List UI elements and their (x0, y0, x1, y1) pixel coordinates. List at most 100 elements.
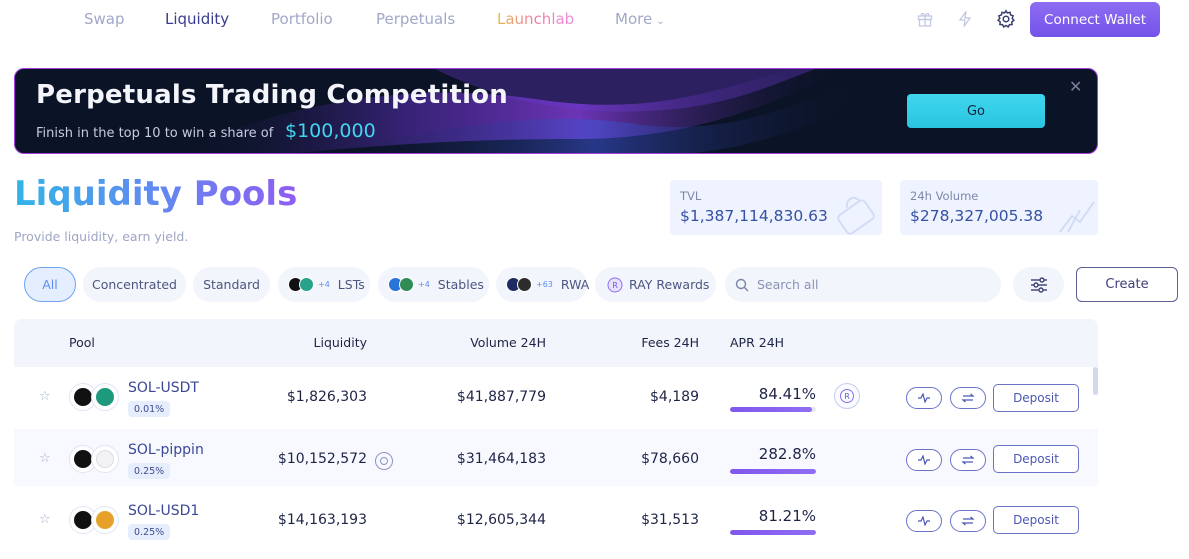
nav-launchlab[interactable]: Launchlab (497, 10, 575, 28)
more-count: +4 (318, 280, 330, 289)
deposit-button[interactable]: Deposit (993, 384, 1079, 412)
top-nav: Swap Liquidity Portfolio Perpetuals Laun… (0, 0, 1189, 40)
chart-button[interactable] (906, 510, 942, 532)
tvl-value: $1,387,114,830.63 (680, 207, 828, 225)
swap-arrows-icon (961, 516, 975, 526)
chart-button[interactable] (906, 387, 942, 409)
banner-background (169, 69, 875, 153)
competition-banner: Perpetuals Trading Competition Finish in… (14, 68, 1098, 154)
volume-value: $41,887,779 (456, 389, 546, 405)
swap-arrows-icon (961, 455, 975, 465)
page-subtitle: Provide liquidity, earn yield. (14, 229, 189, 244)
gift-icon[interactable] (914, 8, 936, 30)
filter-stables[interactable]: +4 Stables (378, 267, 489, 302)
token-b-icon (91, 506, 119, 534)
fees-value: $4,189 (650, 389, 699, 405)
more-count: +63 (536, 280, 553, 289)
usdt-token-icon (399, 277, 414, 292)
filter-ray-rewards[interactable]: R RAY Rewards (595, 267, 716, 302)
liquidity-value: $1,826,303 (286, 389, 367, 405)
star-icon[interactable]: ☆ (39, 451, 51, 466)
liquidity-value: $10,152,572 (277, 451, 367, 467)
fee-tier-badge: 0.25% (128, 524, 171, 540)
connect-wallet-button[interactable]: Connect Wallet (1030, 2, 1160, 37)
more-count: +4 (418, 280, 430, 289)
pool-name[interactable]: SOL-USDT (128, 380, 199, 396)
chart-decoration-icon (1059, 201, 1095, 233)
col-liquidity[interactable]: Liquidity (313, 335, 367, 350)
lst-token-icon (299, 277, 314, 292)
fees-value: $31,513 (641, 512, 699, 528)
rwa-token-icon-b (517, 277, 532, 292)
table-row[interactable]: ☆ SOL-pippin 0.25% $10,152,572 $31,464,1… (14, 429, 1098, 486)
star-icon[interactable]: ☆ (39, 389, 51, 404)
nav-swap[interactable]: Swap (84, 10, 125, 28)
volume-value: $12,605,344 (456, 512, 546, 528)
nav-liquidity[interactable]: Liquidity (165, 10, 230, 28)
apr-bar-fill (730, 469, 816, 474)
nav-more-label: More (615, 10, 653, 28)
filter-lsts[interactable]: +4 LSTs (278, 267, 370, 302)
star-icon[interactable]: ☆ (39, 512, 51, 527)
create-button[interactable]: Create (1076, 267, 1178, 302)
table-row[interactable]: ☆ SOL-USDT 0.01% $1,826,303 $41,887,779 … (14, 367, 1098, 424)
sliders-icon (1029, 276, 1049, 294)
chart-button[interactable] (906, 449, 942, 471)
banner-title: Perpetuals Trading Competition (36, 80, 508, 110)
col-apr[interactable]: APR 24H (730, 335, 785, 350)
chevron-down-icon: ⌄ (656, 16, 665, 27)
table-scrollbar[interactable] (1093, 367, 1098, 395)
nav-perpetuals[interactable]: Perpetuals (376, 10, 456, 28)
search-icon (735, 278, 749, 292)
filter-settings-button[interactable] (1013, 267, 1064, 302)
swap-arrows-icon (961, 393, 975, 403)
col-fees[interactable]: Fees 24H (641, 335, 699, 350)
go-button[interactable]: Go (907, 94, 1045, 128)
volume-card: 24h Volume $278,327,005.38 (900, 180, 1098, 235)
pool-token-icons (69, 506, 119, 536)
lightning-icon[interactable] (954, 8, 976, 30)
search-input[interactable] (757, 277, 977, 292)
filter-concentrated[interactable]: Concentrated (83, 267, 186, 302)
apr-value: 81.21% (758, 507, 816, 525)
pool-name[interactable]: SOL-USD1 (128, 503, 200, 519)
filter-rwa-label: RWA (560, 277, 590, 292)
deposit-button[interactable]: Deposit (993, 445, 1079, 473)
filter-standard[interactable]: Standard (193, 267, 270, 302)
sol-token-icon (69, 445, 97, 473)
nav-portfolio[interactable]: Portfolio (271, 10, 333, 28)
lst-token-icons: +4 (288, 277, 330, 292)
col-pool[interactable]: Pool (69, 335, 95, 350)
apr-bar-fill (730, 530, 816, 535)
swap-button[interactable] (950, 510, 986, 532)
filter-lsts-label: LSTs (337, 277, 365, 292)
rwa-token-icons: +63 (506, 277, 553, 292)
swap-button[interactable] (950, 387, 986, 409)
swap-button[interactable] (950, 449, 986, 471)
apr-value: 84.41% (758, 385, 816, 403)
pool-token-icons (69, 445, 119, 475)
page-title-word-2: Pools (193, 174, 298, 214)
col-volume[interactable]: Volume 24H (470, 335, 546, 350)
filter-stables-label: Stables (437, 277, 484, 292)
volume-value: $31,464,183 (456, 451, 546, 467)
ray-icon: R (607, 277, 623, 293)
gear-icon[interactable] (995, 8, 1017, 30)
apr-bar (730, 407, 816, 412)
nav-more[interactable]: More ⌄ (615, 10, 665, 28)
close-icon[interactable]: ✕ (1069, 77, 1083, 96)
filter-all[interactable]: All (24, 267, 76, 302)
apr-value: 282.8% (758, 445, 816, 463)
pool-name[interactable]: SOL-pippin (128, 442, 204, 458)
deposit-button[interactable]: Deposit (993, 506, 1079, 534)
token-b-icon (91, 383, 119, 411)
filter-rwa[interactable]: +63 RWA (496, 267, 590, 302)
fee-tier-badge: 0.25% (128, 463, 171, 479)
ray-reward-icon: R (834, 383, 860, 409)
info-icon[interactable] (375, 452, 393, 470)
liquidity-value: $14,163,193 (277, 512, 367, 528)
apr-bar (730, 469, 816, 474)
volume-value: $278,327,005.38 (910, 207, 1044, 225)
lock-decoration-icon (837, 196, 875, 235)
table-row[interactable]: ☆ SOL-USD1 0.25% $14,163,193 $12,605,344… (14, 490, 1098, 547)
